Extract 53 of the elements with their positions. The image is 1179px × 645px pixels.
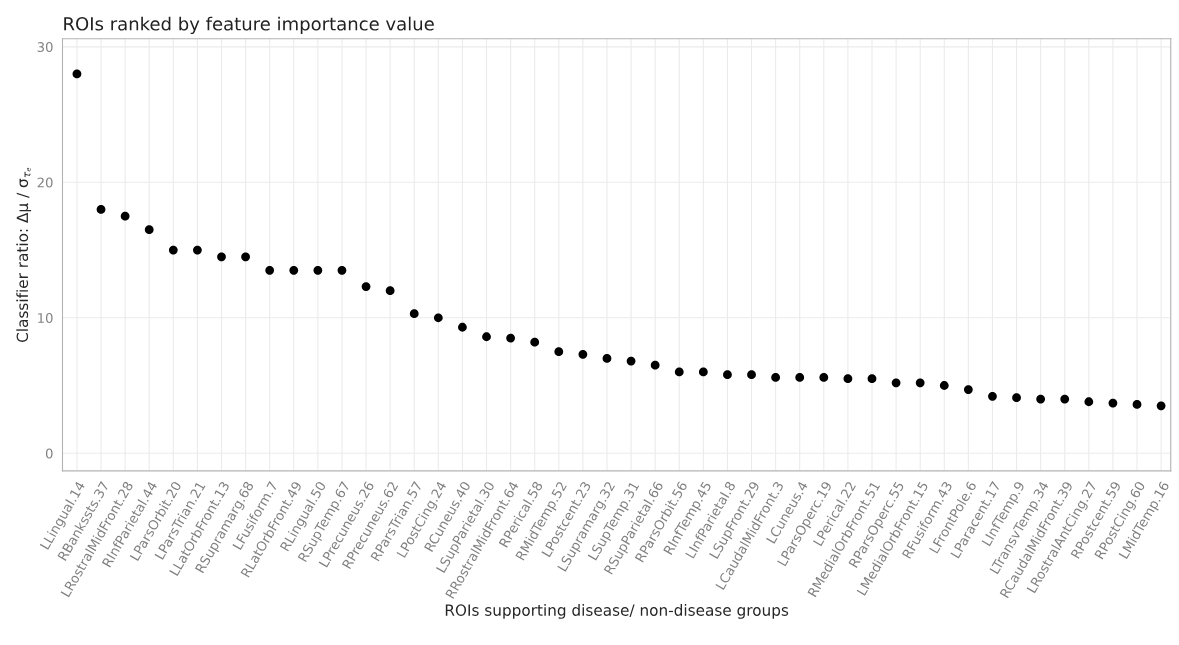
point xyxy=(433,313,443,323)
point xyxy=(915,378,925,388)
y-axis-title: Classifier ratio: Δμ / σ$_{τₑ}$ xyxy=(16,167,32,342)
x-axis-title: ROIs supporting disease/ non-disease groups xyxy=(445,604,789,619)
point xyxy=(458,322,467,332)
point xyxy=(241,252,250,262)
y-tick-label: 30 xyxy=(37,42,53,53)
point xyxy=(602,354,612,363)
point xyxy=(530,337,540,347)
point xyxy=(578,349,588,359)
point xyxy=(626,356,636,366)
point xyxy=(1132,400,1142,409)
point xyxy=(963,385,973,394)
point xyxy=(96,205,106,214)
y-tick-label: 20 xyxy=(37,177,53,188)
y-tick-label: 0 xyxy=(45,448,53,459)
point xyxy=(1084,397,1094,407)
point xyxy=(313,265,323,275)
point xyxy=(193,245,202,255)
point xyxy=(723,370,732,380)
point xyxy=(988,391,997,401)
point xyxy=(771,372,781,382)
point xyxy=(120,211,130,221)
point xyxy=(482,332,491,342)
point xyxy=(1012,393,1021,403)
point xyxy=(554,347,564,357)
point xyxy=(289,265,299,275)
point xyxy=(819,372,829,382)
point xyxy=(867,374,877,384)
point xyxy=(217,252,226,262)
point xyxy=(698,367,708,377)
point xyxy=(939,381,949,390)
point xyxy=(168,245,178,255)
point xyxy=(795,372,805,382)
point xyxy=(747,370,756,380)
point xyxy=(506,333,515,343)
point xyxy=(1108,398,1118,408)
point xyxy=(1036,394,1046,404)
point xyxy=(265,265,275,275)
point xyxy=(891,378,901,388)
point xyxy=(72,69,82,79)
point xyxy=(361,282,371,291)
point xyxy=(843,374,853,384)
y-tick-label: 10 xyxy=(38,312,53,323)
point xyxy=(674,367,684,377)
point xyxy=(385,286,395,296)
point xyxy=(409,309,419,319)
point xyxy=(650,360,660,370)
point xyxy=(1156,401,1166,411)
point xyxy=(337,265,347,275)
chart-title: ROIs ranked by feature importance value xyxy=(64,16,434,35)
point xyxy=(1060,394,1070,404)
point xyxy=(144,225,154,235)
